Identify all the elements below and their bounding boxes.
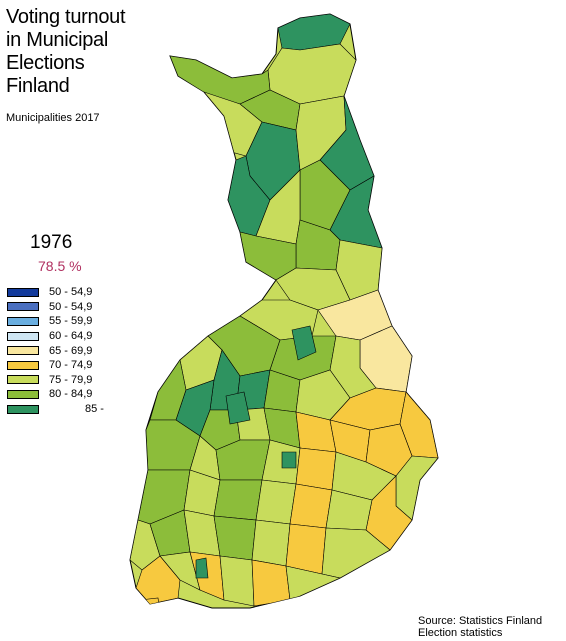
municipality [321,527,391,579]
municipality [285,565,341,601]
legend-item: 55 - 59,9 [7,314,104,329]
legend-item: 85 - [7,402,104,417]
municipality [225,391,251,425]
election-year: 1976 [30,232,73,253]
legend-label: 50 - 54,9 [49,286,93,299]
source-note: Source: Statistics Finland Election stat… [418,615,542,639]
legend-swatch [7,302,39,312]
legend-label: 55 - 59,9 [49,315,93,328]
legend-item: 80 - 84,9 [7,387,104,402]
municipalities [130,14,438,608]
legend-label: 80 - 84,9 [49,388,93,401]
legend: 50 - 54,9 50 - 54,9 55 - 59,9 60 - 64,9 … [7,285,104,416]
title-line: Finland [6,75,70,97]
title-line: Elections [6,52,85,74]
legend-swatch [7,287,39,297]
municipality [251,519,291,567]
municipality [289,483,333,529]
legend-label: 65 - 69,9 [49,344,93,357]
legend-item: 50 - 54,9 [7,285,104,300]
municipality [285,523,327,575]
municipality [195,557,209,579]
legend-label: 50 - 54,9 [49,300,93,313]
map-title: Voting turnout in Municipal Elections Fi… [6,6,156,98]
legend-item: 50 - 54,9 [7,300,104,315]
municipality [139,597,161,608]
source-line: Election statistics [418,627,503,639]
legend-item: 65 - 69,9 [7,343,104,358]
legend-label: 85 - [85,403,104,416]
municipality [213,515,257,561]
legend-label: 70 - 74,9 [49,359,93,372]
legend-item: 75 - 79,9 [7,373,104,388]
source-line: Source: Statistics Finland [418,615,543,627]
municipality [255,479,297,525]
finland-choropleth-map [129,13,439,609]
legend-swatch [7,346,39,356]
municipality [213,479,263,521]
legend-label: 60 - 64,9 [49,330,93,343]
legend-label: 75 - 79,9 [49,373,93,386]
municipality [295,447,337,491]
municipality [281,451,297,469]
national-turnout: 78.5 % [38,258,82,274]
title-line: Voting turnout [6,6,126,28]
legend-swatch [7,404,39,414]
legend-swatch [7,360,39,370]
legend-swatch [7,331,39,341]
municipality [219,555,255,607]
municipality [251,559,291,607]
legend-item: 60 - 64,9 [7,329,104,344]
legend-item: 70 - 74,9 [7,358,104,373]
legend-swatch [7,389,39,399]
legend-swatch [7,316,39,326]
title-line: in Municipal [6,29,109,51]
map-subtitle: Municipalities 2017 [6,112,100,124]
legend-swatch [7,375,39,385]
municipality [291,325,317,361]
